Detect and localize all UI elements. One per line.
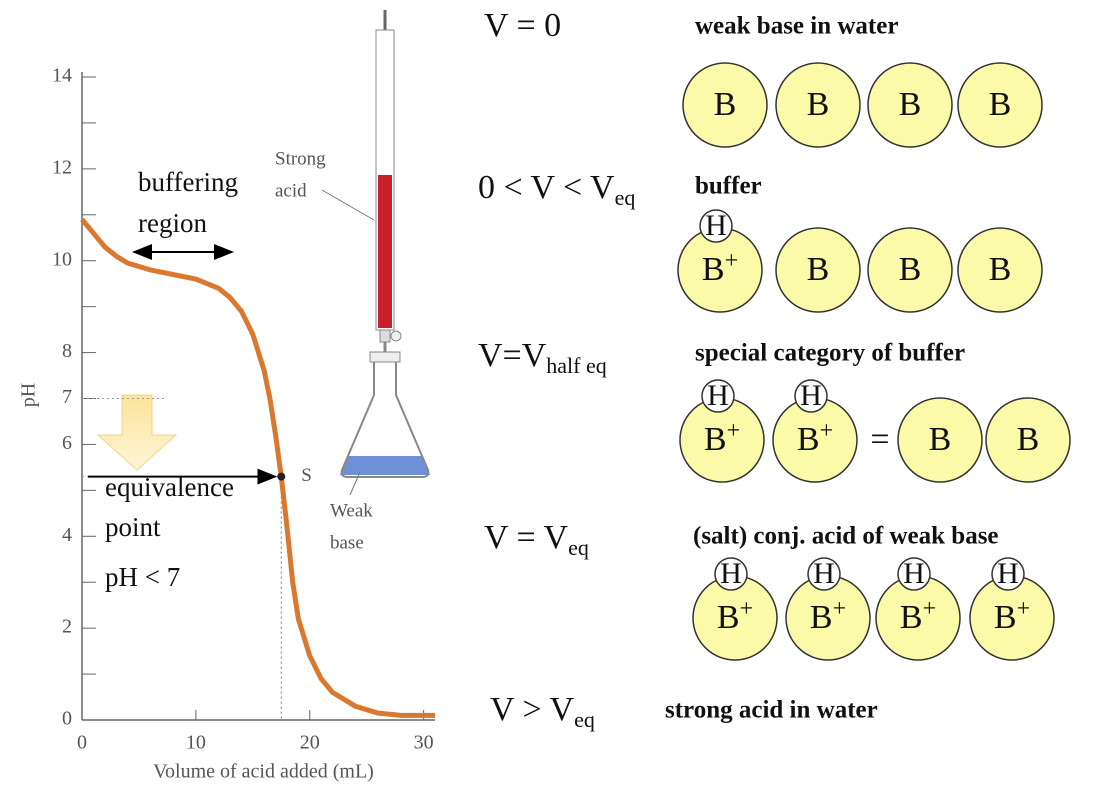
burette [322,10,401,352]
particle-base: B [807,251,830,288]
particle-label: B [899,86,922,123]
particle-base: B [717,599,740,636]
particle-base: B [702,251,725,288]
slide: 0 2 4 6 7 8 10 12 14 0 10 20 30 Volume of acid added … [0,0,1100,788]
proton-label: H [705,209,727,242]
y-tick-label: 10 [52,248,72,270]
x-tick-label: 10 [186,732,206,754]
particle-label: B [989,251,1012,288]
particle-charge: + [833,596,847,622]
proton-label: H [800,379,822,412]
stage-description: (salt) conj. acid of weak base [693,523,999,550]
particle-charge: + [725,248,739,274]
particle-charge: + [820,418,834,444]
y-tick-label: 14 [52,65,72,87]
down-arrow [98,395,176,470]
particle-base: B [929,421,952,458]
particle-label: B [807,86,830,123]
particle-base: B [989,251,1012,288]
base-label: Weak [330,500,373,521]
particle-label: B [714,86,737,123]
equivalence-point-label: S [301,465,312,486]
condition: V > Veq [490,691,595,732]
particle-base: B [899,251,922,288]
particle-label: B [989,86,1012,123]
particle-base: B [899,86,922,123]
condition-subscript: eq [615,185,636,210]
condition-main: V = 0 [484,7,561,44]
particle-label: B [899,251,922,288]
base-label: base [330,532,364,553]
acid-label: acid [275,180,307,201]
equivalence-point [277,473,285,481]
particle-base: B [900,599,923,636]
x-tick-label: 20 [300,732,320,754]
condition: V=Vhalf eq [478,337,607,378]
particle-base: B [1017,421,1040,458]
condition-main: V > V [490,691,575,728]
condition: 0 < V < Veq [478,169,635,210]
proton-label: H [707,379,729,412]
y-tick-label: 8 [62,340,72,362]
y-tick-label: 2 [62,616,72,638]
particle-charge: + [740,596,754,622]
equivalence-label: point [105,512,161,542]
stage-description: special category of buffer [695,340,965,367]
x-tick-label: 0 [77,732,87,754]
proton-label: H [903,557,925,590]
stage-description: strong acid in water [665,697,878,724]
condition-subscript: eq [568,535,589,560]
equivalence-label: equivalence [105,472,234,502]
buffer-label: region [138,208,207,238]
particle-charge: + [727,418,741,444]
y-tick-label: 6 [62,432,72,454]
proton-label: H [813,557,835,590]
particle-label: B [1017,421,1040,458]
particle-base: B [797,421,820,458]
condition-main: 0 < V < V [478,169,615,206]
particle-base: B [807,86,830,123]
particle-base: B [714,86,737,123]
particle-charge: + [1017,596,1031,622]
proton-label: H [997,557,1019,590]
y-tick-label: 12 [52,156,72,178]
condition-main: V = V [484,519,569,556]
particle-base: B [704,421,727,458]
condition-main: V=V [478,337,547,374]
condition-subscript: half eq [546,353,606,378]
particle-base: B [989,86,1012,123]
equals-sign: = [870,421,889,458]
particle-label: B [929,421,952,458]
condition: V = Veq [484,519,589,560]
particle-label: B [807,251,830,288]
x-tick-label: 30 [414,732,434,754]
stage-description: weak base in water [695,13,898,40]
y-tick-label: 4 [62,524,72,546]
y-axis-label: pH [18,383,40,407]
flask [340,352,430,495]
condition: V = 0 [484,7,561,44]
acid-label: Strong [275,148,326,169]
x-axis-label: Volume of acid added (mL) [153,761,374,783]
y-tick-label: 0 [62,708,72,730]
buffer-label: buffering [138,167,238,197]
equivalence-label: pH < 7 [105,562,180,592]
y-tick-label: 7 [62,386,72,408]
particle-charge: + [923,596,937,622]
particle-base: B [810,599,833,636]
proton-label: H [720,557,742,590]
particle-base: B [994,599,1017,636]
condition-subscript: eq [574,707,595,732]
stage-description: buffer [695,173,762,200]
